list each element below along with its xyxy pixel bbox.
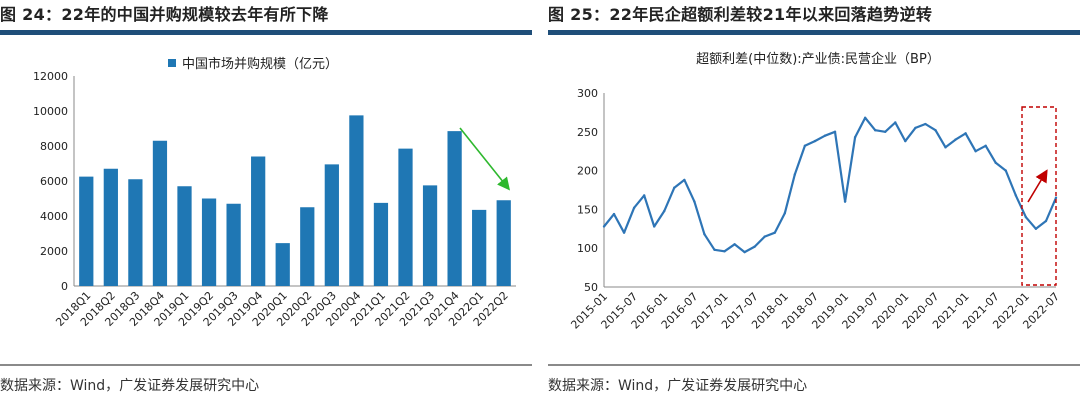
data-point: [843, 200, 847, 203]
legend-label: 中国市场并购规模（亿元）: [182, 56, 338, 72]
data-point: [642, 194, 646, 197]
y-tick-label: 50: [584, 281, 598, 294]
data-point: [713, 248, 716, 251]
y-tick-label: 300: [577, 87, 598, 100]
bar: [177, 186, 192, 286]
y-tick-label: 8000: [40, 140, 68, 153]
left-bar-chart: 0200040006000800010000120002018Q12018Q22…: [33, 56, 516, 329]
left-title-rule: [0, 30, 532, 35]
bar: [373, 202, 389, 286]
data-point: [773, 231, 776, 234]
data-point: [743, 250, 746, 254]
data-point: [683, 178, 686, 182]
y-tick-label: 250: [577, 126, 598, 139]
data-point: [763, 235, 766, 238]
data-point: [894, 121, 897, 124]
data-point: [964, 132, 967, 135]
data-point: [622, 231, 626, 234]
bar: [128, 179, 143, 286]
data-point: [904, 139, 907, 143]
y-tick-label: 0: [61, 280, 68, 293]
data-point: [783, 212, 786, 215]
data-point: [1054, 196, 1058, 199]
data-point: [974, 150, 977, 153]
y-tick-label: 10000: [33, 105, 68, 118]
series-line: [603, 116, 1058, 254]
bar: [398, 148, 413, 286]
data-point: [1014, 194, 1018, 197]
data-point: [823, 134, 827, 137]
bar: [300, 207, 315, 286]
y-tick-label: 150: [577, 203, 598, 216]
bar: [447, 131, 462, 286]
bar: [349, 115, 364, 286]
data-point: [632, 206, 636, 210]
data-point: [884, 130, 887, 133]
data-point: [874, 129, 877, 132]
left-source-note: 数据来源：Wind，广发证券发展研究中心: [0, 378, 260, 394]
bar: [251, 156, 266, 286]
left-footer-rule: [0, 364, 532, 366]
bar: [496, 200, 511, 286]
right-title-rule: [548, 30, 1080, 35]
y-tick-label: 4000: [40, 210, 68, 223]
data-point: [1034, 227, 1038, 230]
data-point: [944, 146, 947, 149]
data-point: [1044, 219, 1048, 223]
bar: [472, 209, 487, 286]
right-line-chart: 超额利差(中位数):产业债:民营企业（BP）501001502002503002…: [568, 51, 1062, 332]
data-point: [673, 186, 676, 189]
data-point: [863, 116, 867, 120]
data-point: [723, 250, 726, 253]
bar: [324, 164, 339, 286]
data-point: [833, 130, 837, 133]
data-point: [853, 136, 857, 139]
data-point: [703, 233, 706, 236]
trend-arrow: [1027, 169, 1048, 203]
data-point: [602, 225, 606, 228]
data-point: [803, 144, 807, 147]
data-point: [954, 138, 957, 141]
data-point: [813, 139, 817, 143]
trend-arrow: [459, 127, 510, 191]
y-tick-label: 6000: [40, 175, 68, 188]
bar: [152, 140, 168, 286]
data-point: [733, 243, 736, 246]
left-panel: 图 24：22年的中国并购规模较去年有所下降 0 2000 4000 6000 8000…: [0, 0, 532, 410]
data-point: [994, 161, 997, 165]
bar: [79, 176, 94, 286]
data-point: [934, 129, 937, 132]
chart-title: 超额利差(中位数):产业债:民营企业（BP）: [696, 51, 940, 67]
highlight-box: [1021, 106, 1057, 286]
right-panel: 图 25：22年民企超额利差较21年以来回落趋势逆转 超额利差(中位数):产业债…: [548, 0, 1080, 410]
bar: [422, 185, 438, 286]
data-point: [612, 212, 616, 216]
data-point: [914, 126, 917, 130]
bar: [226, 203, 241, 286]
left-panel-title: 图 24：22年的中国并购规模较去年有所下降: [0, 5, 329, 24]
data-point: [1004, 169, 1007, 172]
data-point: [984, 144, 987, 147]
y-tick-label: 2000: [40, 245, 68, 258]
y-tick-label: 100: [577, 242, 598, 255]
y-tick-label: 12000: [33, 70, 68, 83]
bar: [103, 168, 118, 286]
data-point: [1024, 215, 1028, 219]
data-point: [753, 245, 756, 248]
legend-swatch: [168, 59, 176, 67]
data-point: [653, 225, 656, 228]
data-point: [693, 200, 696, 203]
data-point: [924, 122, 927, 126]
right-footer-rule: [548, 364, 1080, 366]
right-panel-title: 图 25：22年民企超额利差较21年以来回落趋势逆转: [548, 5, 933, 24]
data-point: [663, 209, 666, 213]
bar: [275, 243, 290, 286]
y-tick-label: 200: [577, 165, 598, 178]
bar: [201, 198, 217, 286]
right-source-note: 数据来源：Wind，广发证券发展研究中心: [548, 378, 808, 394]
data-point: [793, 173, 797, 176]
